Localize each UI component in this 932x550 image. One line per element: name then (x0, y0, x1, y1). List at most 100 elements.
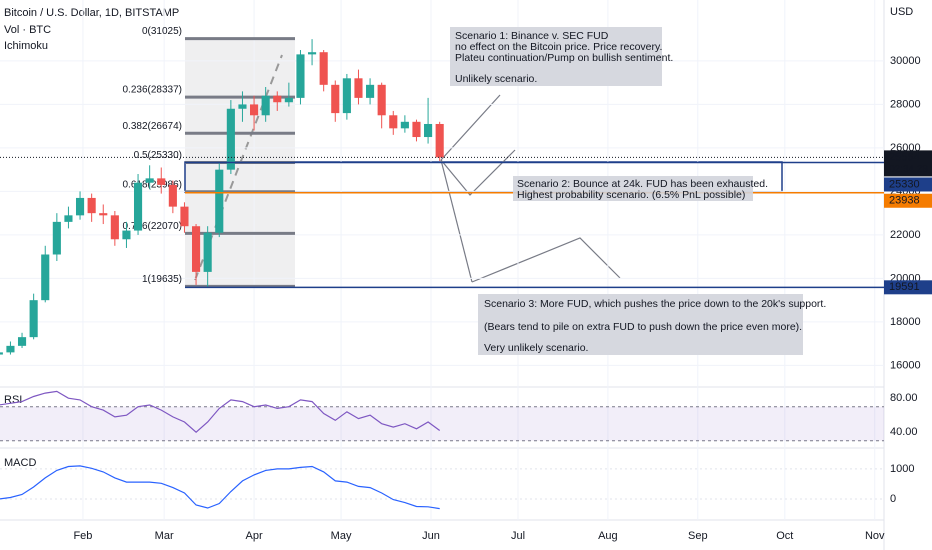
projection (440, 159, 473, 283)
candle-body (17, 337, 27, 346)
annotation-box (513, 176, 753, 201)
candle-body (435, 123, 444, 158)
candle-body (41, 254, 50, 301)
candle-body (122, 230, 131, 240)
candle-body (296, 54, 305, 98)
candle-body (319, 52, 328, 85)
rsi-tick-label: 40.00 (890, 426, 918, 438)
candle-body (400, 121, 409, 129)
trend-line (194, 54, 283, 281)
x-tick-label: Mar (155, 530, 174, 542)
candle-body (412, 121, 421, 138)
annotation-text: Unlikely scenario. (455, 73, 537, 85)
fib-label: 0.786(22070) (123, 221, 183, 232)
candle-body (331, 84, 340, 114)
candle-body (250, 104, 259, 116)
fib-label: 0.236(28337) (123, 85, 183, 96)
rsi-line (0, 390, 441, 433)
macd-tick-label: 1000 (890, 463, 914, 475)
currency: USD (890, 6, 913, 18)
fib-label: 0.5(25330) (134, 150, 182, 161)
x-tick-label: Jul (511, 530, 525, 542)
annotation-text: Plateu continuation/Pump on bullish sent… (455, 52, 673, 64)
candle-body (389, 115, 398, 129)
candle-body (354, 78, 363, 98)
annotation-box (478, 294, 803, 355)
candle-body (180, 206, 189, 227)
candle-body (145, 178, 154, 183)
candle-body (157, 178, 166, 185)
price-label-bg (884, 193, 932, 208)
macd-label: MACD (4, 457, 36, 469)
fib-label: 0.618(23986) (123, 179, 183, 190)
candle-body (133, 182, 143, 231)
price-label: 25330 (889, 178, 920, 190)
candle-body (75, 197, 85, 216)
candle-body (29, 300, 38, 338)
candle-body (424, 123, 433, 138)
fib-label: 0.382(26674) (123, 121, 183, 132)
candle-body (238, 104, 247, 109)
countdown: 02:34:29 (889, 164, 928, 175)
candle-body (308, 52, 317, 55)
projection (471, 237, 621, 283)
candle-body (87, 197, 96, 214)
annotations: Scenario 1: Binance v. SEC FUD no effect… (450, 27, 826, 355)
fib-label: 0(31025) (142, 26, 182, 37)
rsi-band-fill (0, 406, 884, 441)
price-label-bg (884, 177, 932, 192)
x-tick-label: Aug (598, 530, 618, 542)
candle-body (6, 345, 15, 353)
x-tick-label: Oct (776, 530, 793, 542)
last-price: 25564 (889, 151, 920, 163)
annotation-text: (Bears tend to pile on extra FUD to push… (484, 321, 802, 333)
x-tick-label: Sep (688, 530, 708, 542)
x-tick-label: Nov (865, 530, 885, 542)
y-tick-label: 22000 (890, 229, 921, 241)
projection (440, 149, 516, 196)
macd-tick-label: 0 (890, 493, 896, 505)
candle-body (261, 95, 270, 116)
candle-body (168, 184, 177, 207)
annotation-text: Scenario 1: Binance v. SEC FUD (455, 30, 609, 42)
projection (440, 94, 501, 161)
candle-body (226, 108, 235, 170)
y-tick-label: 16000 (890, 359, 921, 371)
candle-body (64, 215, 73, 222)
y-tick-label: 28000 (890, 98, 921, 110)
candle-body (191, 226, 201, 272)
candle-body (284, 97, 293, 103)
candle-body (52, 221, 61, 255)
candle-body (377, 84, 386, 116)
last-price-bg (884, 150, 932, 177)
volume-label: Vol · BTC (4, 24, 51, 36)
y-tick-label: 18000 (890, 316, 921, 328)
indicator-label: Ichimoku (4, 40, 48, 52)
candle-body (342, 78, 351, 114)
candle-body (110, 215, 119, 240)
candle-body (99, 213, 108, 216)
x-tick-label: Feb (73, 530, 92, 542)
candle-body (203, 232, 212, 272)
annotation-text: Scenario 2: Bounce at 24k. FUD has been … (517, 178, 768, 190)
candle-body (0, 352, 3, 355)
x-tick-label: May (331, 530, 352, 542)
annotation-text: Highest probability scenario. (6.5% PnL … (517, 189, 745, 201)
annotation-box (450, 27, 662, 86)
fib-label: 1(19635) (142, 274, 182, 285)
annotation-text: Scenario 3: More FUD, which pushes the p… (484, 298, 826, 310)
x-tick-label: Apr (246, 530, 263, 542)
candle-body (215, 169, 224, 233)
macd-line (0, 465, 440, 510)
price-label-bg (884, 280, 932, 295)
rsi-tick-label: 80.00 (890, 392, 918, 404)
symbol: Bitcoin / U.S. Dollar, 1D, BITSTAMP (4, 7, 179, 19)
annotation-text: Very unlikely scenario. (484, 342, 588, 354)
x-tick-label: Jun (422, 530, 440, 542)
y-tick-label: 30000 (890, 55, 921, 67)
price-label: 23938 (889, 195, 920, 207)
price-label: 19591 (889, 281, 920, 293)
candle-body (273, 95, 282, 103)
